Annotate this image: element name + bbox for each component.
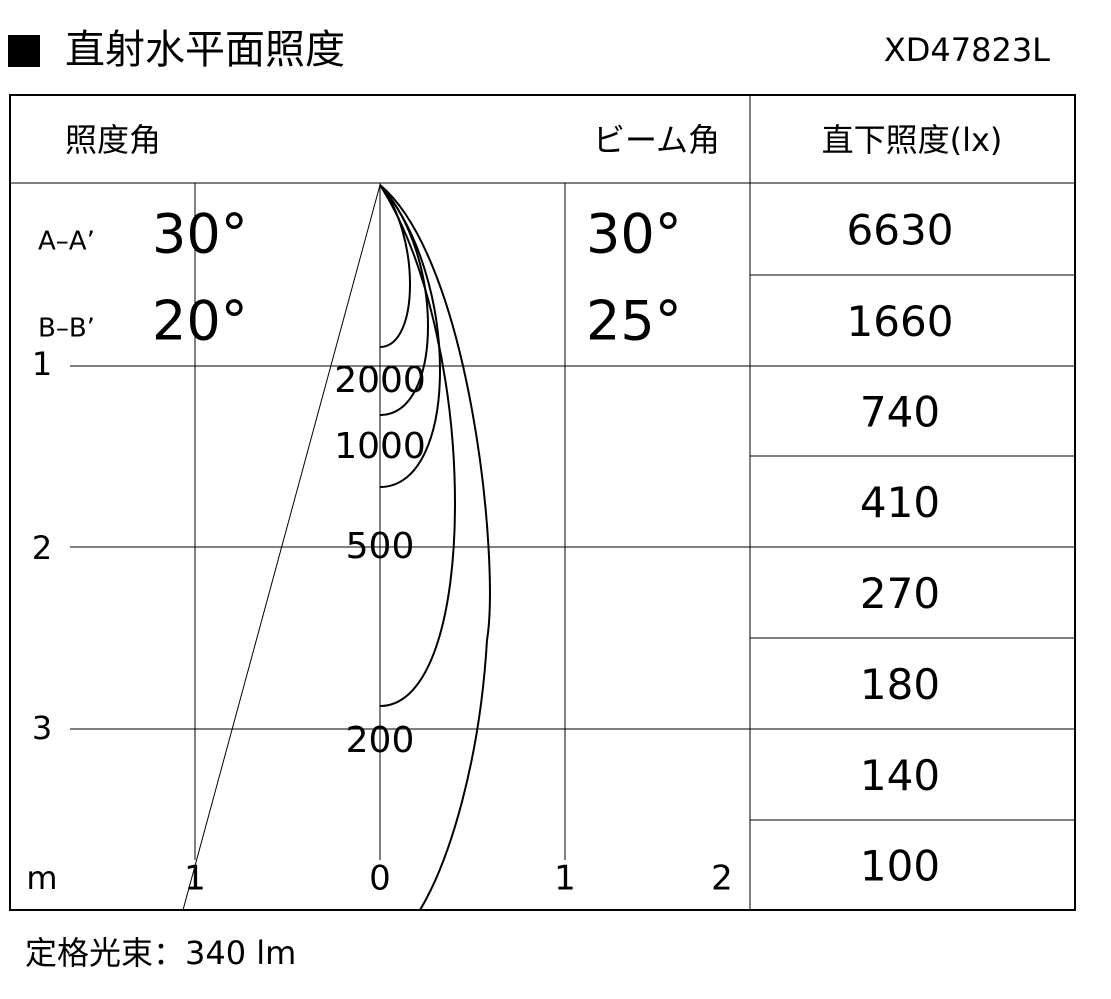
title: 直射水平面照度 <box>65 27 345 73</box>
rated-flux: 定格光束：340 lm <box>25 934 296 972</box>
distance-label: 1 <box>554 859 576 899</box>
illuminance-value: 100 <box>860 842 940 891</box>
contour-label: 500 <box>346 526 415 567</box>
beam-angle: 25° <box>586 290 682 353</box>
illuminance-value: 180 <box>860 660 940 709</box>
frame <box>9 94 1076 911</box>
beam-angle: 30° <box>586 203 682 266</box>
distance-label: 0 <box>369 859 391 899</box>
section-label: B–B’ <box>38 314 95 344</box>
contour-label: 200 <box>346 720 415 761</box>
isolux-curve <box>379 184 491 911</box>
illuminance-value: 6630 <box>847 206 954 255</box>
unit-label: m <box>26 859 57 897</box>
distance-label: 2 <box>711 859 733 899</box>
table-header: 照度角 <box>65 121 161 159</box>
illuminance-value: 140 <box>860 751 940 800</box>
depth-label: 2 <box>32 529 52 567</box>
contour-label: 1000 <box>334 426 426 467</box>
beam-line <box>182 184 381 911</box>
isolux-curve <box>379 184 456 707</box>
model-number: XD47823L <box>884 31 1050 69</box>
table-header: 直下照度(lx) <box>822 121 1003 159</box>
distance-label: 1 <box>184 859 206 899</box>
title-marker <box>8 35 40 67</box>
illuminance-value: 740 <box>860 388 940 437</box>
depth-label: 3 <box>32 709 52 747</box>
table-header: ビーム角 <box>593 121 720 159</box>
illuminance-value: 270 <box>860 569 940 618</box>
illuminance-value: 410 <box>860 478 940 527</box>
isolux-curve <box>379 184 441 488</box>
contour-label: 2000 <box>334 360 426 401</box>
section-label: A–A’ <box>38 227 95 257</box>
illumination-angle: 30° <box>152 203 248 266</box>
illumination-angle: 20° <box>152 290 248 353</box>
illuminance-value: 1660 <box>847 297 954 346</box>
depth-label: 1 <box>32 345 52 383</box>
